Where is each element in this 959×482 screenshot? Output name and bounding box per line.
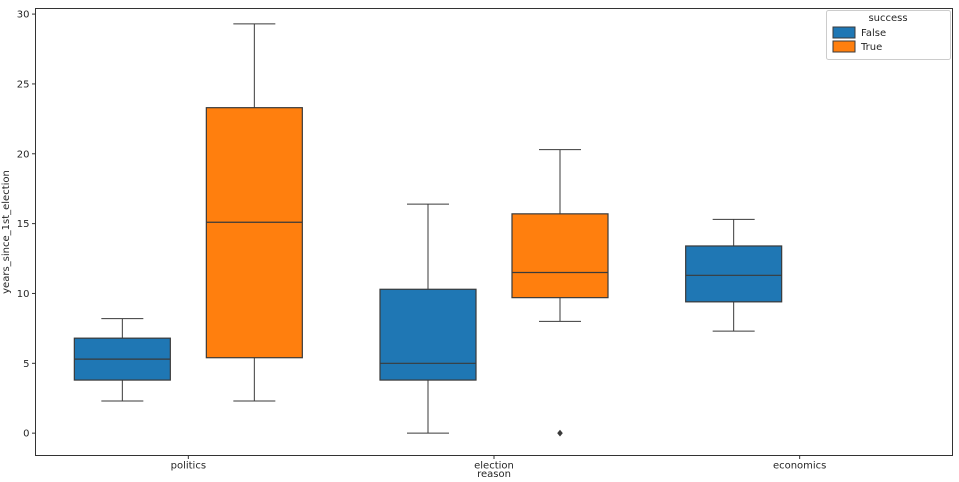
box-false-election (379, 203, 477, 434)
y-tick-label: 15 (17, 219, 30, 230)
box-false-politics (73, 318, 171, 402)
legend-swatch-true (832, 40, 856, 53)
y-axis-label: years_since_1st_election (1, 170, 12, 294)
box-true-politics (205, 23, 303, 402)
legend-label-false: False (861, 28, 886, 39)
iqr-box (205, 107, 303, 359)
x-axis-label: reason (477, 469, 511, 480)
chart-layers: 0 5 10 15 20 25 30 politics election economics (17, 10, 827, 472)
legend-box (826, 10, 951, 60)
box-false-economics (685, 218, 783, 332)
outlier-marker (557, 429, 563, 437)
x-tick-label-politics: politics (171, 461, 206, 472)
legend: success False True (826, 10, 951, 60)
y-tick-label: 25 (17, 79, 30, 90)
iqr-box (511, 213, 609, 299)
y-tick-label: 10 (17, 289, 30, 300)
y-tick-label: 5 (23, 359, 29, 370)
iqr-box (685, 245, 783, 303)
plot-frame (35, 8, 953, 456)
x-tick-label-election: election (474, 461, 514, 472)
iqr-box (379, 288, 477, 381)
legend-swatch-false (832, 26, 856, 39)
y-tick-label: 30 (17, 10, 30, 21)
legend-label-true: True (860, 42, 882, 53)
box-true-election (511, 149, 609, 437)
y-tick-label: 20 (17, 149, 30, 160)
y-tick-label: 0 (23, 429, 29, 440)
x-tick-label-economics: economics (773, 461, 826, 472)
legend-title: success (868, 13, 907, 24)
